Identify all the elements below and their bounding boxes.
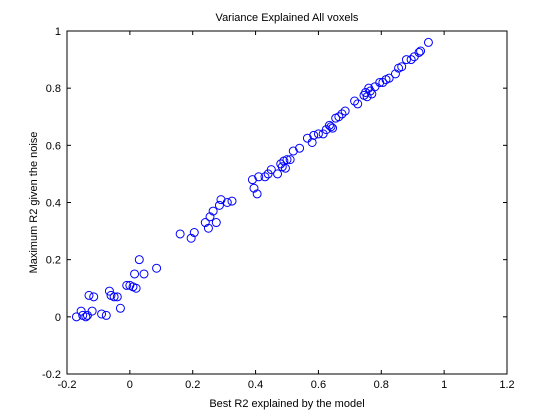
plot-area xyxy=(67,31,507,374)
x-tick-label: 1.2 xyxy=(499,379,514,391)
x-tick-label: 0.6 xyxy=(311,379,326,391)
y-tick-label: 0.4 xyxy=(46,198,61,210)
y-axis-label: Maximum R2 given the noise xyxy=(28,132,40,274)
chart-title: Variance Explained All voxels xyxy=(216,12,359,24)
x-tick-label: 0.8 xyxy=(374,379,389,391)
x-tick-label: 1 xyxy=(441,379,447,391)
y-tick-label: 0.2 xyxy=(46,255,61,267)
y-tick-label: 1 xyxy=(55,26,61,38)
x-tick-label: 0.4 xyxy=(248,379,263,391)
x-axis-label: Best R2 explained by the model xyxy=(209,398,364,410)
y-tick-label: -0.2 xyxy=(42,369,61,381)
x-tick-label: 0.2 xyxy=(185,379,200,391)
y-tick-label: 0.6 xyxy=(46,140,61,152)
y-tick-label: 0 xyxy=(55,312,61,324)
x-tick-label: 0 xyxy=(127,379,133,391)
y-tick-label: 0.8 xyxy=(46,83,61,95)
